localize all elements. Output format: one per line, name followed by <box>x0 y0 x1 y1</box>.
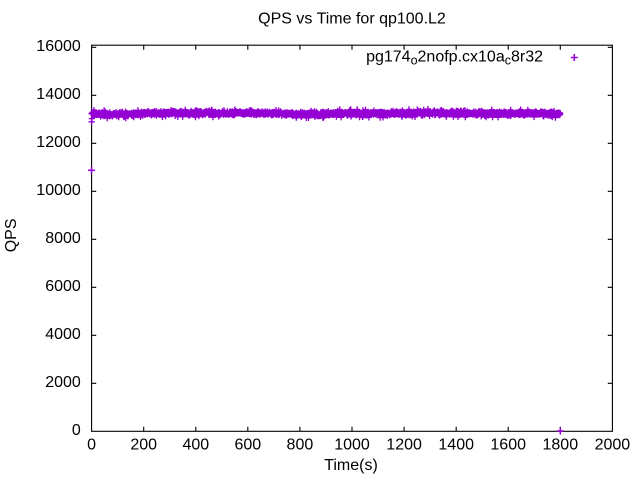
svg-text:4000: 4000 <box>45 326 81 343</box>
svg-text:600: 600 <box>234 437 261 454</box>
svg-text:pg174o2nofp.cx10ac8r32: pg174o2nofp.cx10ac8r32 <box>366 49 543 68</box>
svg-text:14000: 14000 <box>36 86 81 103</box>
svg-text:1600: 1600 <box>490 437 526 454</box>
svg-text:200: 200 <box>130 437 157 454</box>
svg-text:8000: 8000 <box>45 230 81 247</box>
svg-text:12000: 12000 <box>36 134 81 151</box>
svg-text:QPS vs Time for qp100.L2: QPS vs Time for qp100.L2 <box>258 11 446 28</box>
svg-text:6000: 6000 <box>45 278 81 295</box>
svg-text:1800: 1800 <box>543 437 579 454</box>
svg-text:1400: 1400 <box>438 437 474 454</box>
svg-text:0: 0 <box>87 437 96 454</box>
svg-text:1200: 1200 <box>386 437 422 454</box>
svg-text:2000: 2000 <box>45 374 81 391</box>
svg-text:400: 400 <box>182 437 209 454</box>
svg-text:Time(s): Time(s) <box>324 457 378 474</box>
svg-text:16000: 16000 <box>36 38 81 55</box>
svg-text:1000: 1000 <box>334 437 370 454</box>
svg-text:0: 0 <box>72 422 81 439</box>
svg-text:2000: 2000 <box>595 437 631 454</box>
svg-text:QPS: QPS <box>3 219 20 253</box>
svg-text:800: 800 <box>287 437 314 454</box>
svg-text:10000: 10000 <box>36 182 81 199</box>
